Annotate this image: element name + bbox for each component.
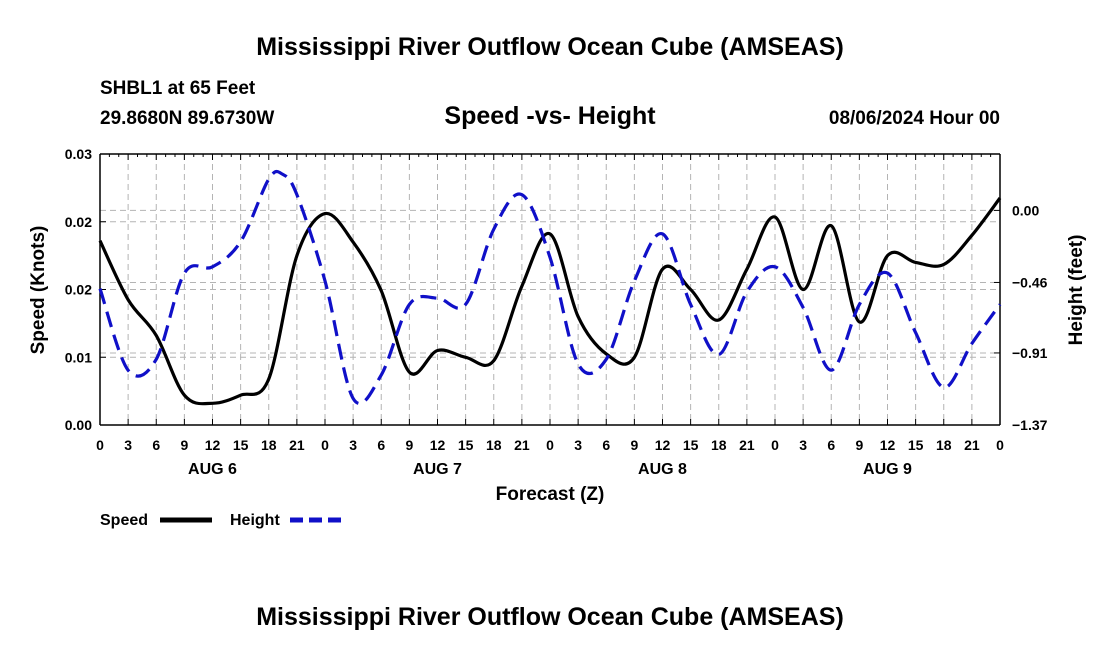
chart-title-top: Mississippi River Outflow Ocean Cube (AM… [256, 33, 844, 61]
x-tick-label: 15 [233, 437, 249, 453]
x-tick-label: 12 [430, 437, 446, 453]
x-tick-label: 6 [827, 437, 835, 453]
x-tick-label: 9 [630, 437, 638, 453]
right-tick-label: 0.00 [1012, 202, 1039, 218]
legend: Speed Height [100, 512, 342, 529]
y-axis-right-label: Height (feet) [1066, 235, 1087, 346]
x-tick-label: 18 [486, 437, 502, 453]
x-tick-label: 12 [205, 437, 221, 453]
left-tick-label: 0.03 [65, 146, 92, 162]
left-tick-label: 0.00 [65, 417, 92, 433]
x-axis-label: Forecast (Z) [496, 484, 605, 505]
x-tick-label: 21 [739, 437, 755, 453]
x-tick-label: 9 [405, 437, 413, 453]
chart-subtitle: Speed -vs- Height [444, 102, 656, 130]
x-tick-label: 9 [180, 437, 188, 453]
left-tick-label: 0.02 [65, 282, 92, 298]
x-tick-label: 15 [683, 437, 699, 453]
x-tick-label: 18 [936, 437, 952, 453]
x-tick-label: 6 [602, 437, 610, 453]
x-tick-label: 3 [799, 437, 807, 453]
x-tick-label: 18 [261, 437, 277, 453]
legend-height-label: Height [230, 512, 280, 529]
day-label: AUG 8 [638, 461, 687, 478]
x-tick-label: 12 [880, 437, 896, 453]
x-tick-label: 15 [458, 437, 474, 453]
x-tick-label: 3 [349, 437, 357, 453]
day-label: AUG 9 [863, 461, 912, 478]
x-tick-label: 21 [289, 437, 305, 453]
date-label: 08/06/2024 Hour 00 [829, 108, 1000, 129]
x-tick-label: 12 [655, 437, 671, 453]
series-group [98, 169, 1002, 406]
y-axis-left-label: Speed (Knots) [28, 226, 49, 355]
x-tick-label: 6 [377, 437, 385, 453]
x-tick-label: 6 [152, 437, 160, 453]
grid [100, 154, 1000, 426]
x-tick-label: 3 [574, 437, 582, 453]
left-axis-ticks: 0.00 0.01 0.02 0.02 0.03 [65, 146, 106, 433]
right-tick-label: −0.46 [1012, 274, 1048, 290]
location-label: 29.8680N 89.6730W [100, 108, 274, 129]
x-tick-label: 0 [996, 437, 1004, 453]
legend-speed-label: Speed [100, 512, 148, 529]
right-tick-label: −0.91 [1012, 345, 1048, 361]
station-label: SHBL1 at 65 Feet [100, 78, 256, 99]
left-tick-label: 0.01 [65, 349, 92, 365]
chart-title-bottom: Mississippi River Outflow Ocean Cube (AM… [256, 603, 844, 631]
x-tick-label: 0 [771, 437, 779, 453]
x-tick-label: 0 [546, 437, 554, 453]
day-label: AUG 6 [188, 461, 237, 478]
left-tick-label: 0.02 [65, 214, 92, 230]
x-tick-label: 0 [96, 437, 104, 453]
speed-series-line [98, 197, 1002, 406]
x-tick-label: 18 [711, 437, 727, 453]
x-axis-ticks: 0 3 6 9 12 15 18 21 0 3 6 9 12 15 18 21 0 3 6 9 12 15 18 21 0 3 6 9… [96, 154, 1004, 478]
x-tick-label: 21 [514, 437, 530, 453]
x-tick-label: 9 [855, 437, 863, 453]
right-tick-label: −1.37 [1012, 417, 1048, 433]
x-tick-label: 0 [321, 437, 329, 453]
day-label: AUG 7 [413, 461, 462, 478]
right-axis-ticks: −1.37 −0.91 −0.46 0.00 [994, 202, 1048, 433]
x-tick-label: 21 [964, 437, 980, 453]
height-series-line [98, 169, 1002, 406]
x-tick-label: 15 [908, 437, 924, 453]
x-tick-label: 3 [124, 437, 132, 453]
